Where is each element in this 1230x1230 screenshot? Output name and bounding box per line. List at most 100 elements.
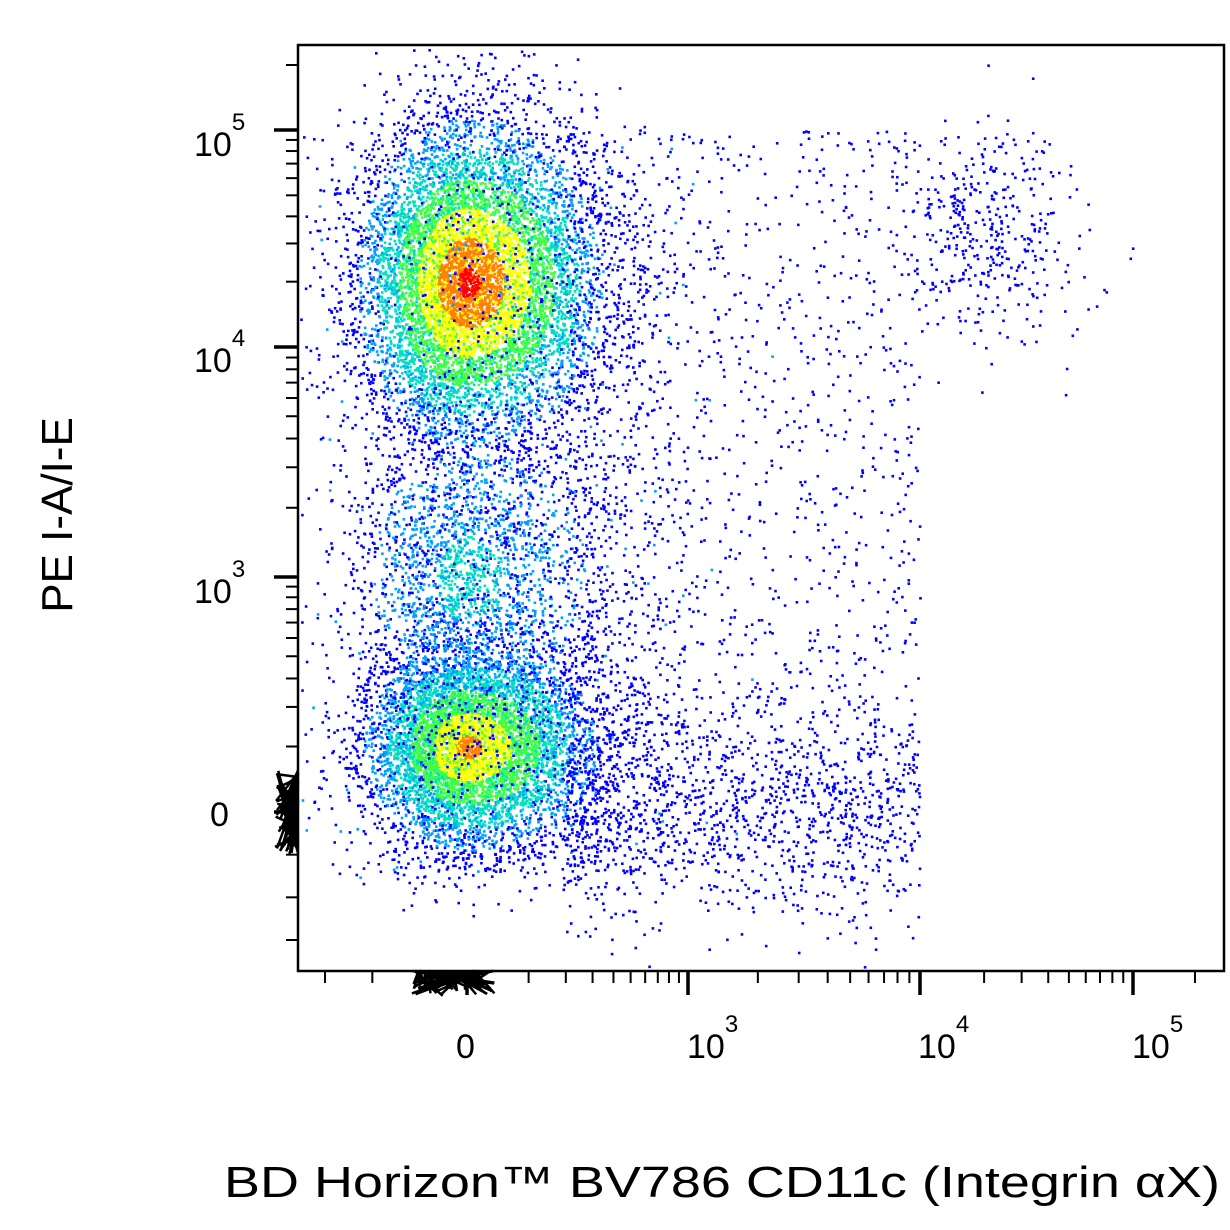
event-dot — [386, 296, 390, 300]
event-dot — [432, 75, 436, 78]
event-dot — [518, 353, 521, 356]
event-dot — [402, 152, 406, 156]
event-dot — [492, 85, 495, 89]
event-dot — [486, 422, 489, 425]
event-dot — [567, 300, 570, 303]
event-dot — [390, 194, 394, 197]
event-dot — [469, 132, 473, 135]
event-dot — [542, 203, 545, 207]
event-dot — [381, 266, 385, 269]
event-dot — [423, 186, 427, 190]
event-dot — [593, 336, 596, 339]
event-dot — [491, 285, 495, 288]
event-dot — [491, 375, 495, 378]
event-dot — [511, 364, 515, 368]
event-dot — [360, 295, 363, 299]
event-dot — [427, 316, 431, 320]
event-dot — [328, 227, 331, 231]
event-dot — [435, 189, 439, 193]
event-dot — [384, 385, 387, 389]
event-dot — [399, 217, 402, 221]
event-dot — [480, 173, 484, 176]
event-dot — [419, 393, 423, 396]
event-dot — [486, 214, 490, 218]
event-dot — [384, 289, 387, 293]
event-dot — [385, 100, 389, 104]
event-dot — [532, 83, 536, 87]
event-dot — [400, 312, 404, 315]
event-dot — [378, 300, 382, 303]
event-dot — [476, 110, 479, 113]
event-dot — [432, 352, 435, 355]
event-dot — [567, 390, 571, 394]
event-dot — [518, 245, 521, 248]
event-dot — [452, 217, 456, 220]
event-dot — [439, 101, 442, 105]
event-dot — [389, 339, 393, 343]
event-dot — [440, 260, 443, 263]
event-dot — [427, 458, 431, 461]
event-dot — [534, 325, 538, 328]
event-dot — [517, 64, 521, 68]
event-dot — [512, 201, 516, 205]
event-dot — [570, 364, 573, 368]
event-dot — [354, 264, 358, 268]
event-dot — [579, 184, 583, 187]
event-dot — [479, 182, 483, 185]
event-dot — [385, 210, 389, 214]
event-dot — [398, 241, 402, 244]
event-dot — [558, 191, 562, 194]
event-dot — [465, 128, 468, 132]
event-dot — [482, 198, 485, 202]
event-dot — [448, 120, 451, 123]
event-dot — [505, 432, 508, 436]
event-dot — [383, 375, 386, 378]
event-dot — [438, 162, 441, 166]
event-dot — [432, 292, 435, 296]
event-dot — [495, 350, 499, 353]
event-dot — [542, 319, 545, 322]
event-dot — [533, 348, 536, 351]
event-dot — [589, 160, 593, 163]
event-dot — [490, 378, 494, 382]
event-dot — [598, 257, 602, 260]
event-dot — [483, 154, 486, 157]
event-dot — [485, 270, 488, 274]
event-dot — [562, 305, 565, 309]
event-dot — [445, 172, 448, 175]
event-dot — [560, 317, 563, 321]
event-dot — [497, 111, 500, 114]
event-dot — [491, 387, 494, 391]
event-dot — [440, 180, 444, 184]
event-dot — [472, 92, 475, 95]
event-dot — [431, 169, 435, 173]
event-dot — [595, 305, 599, 309]
event-dot — [442, 354, 446, 357]
event-dot — [575, 284, 579, 287]
event-dot — [440, 423, 444, 426]
event-dot — [586, 254, 590, 257]
event-dot — [342, 225, 345, 229]
event-dot — [517, 129, 520, 133]
event-dot — [365, 412, 369, 416]
event-dot — [497, 375, 501, 379]
event-dot — [515, 275, 518, 279]
event-dot — [445, 433, 449, 436]
event-dot — [516, 325, 519, 329]
event-dot — [385, 273, 389, 277]
event-dot — [602, 239, 605, 242]
event-dot — [484, 72, 487, 75]
event-dot — [446, 446, 449, 450]
event-dot — [439, 335, 443, 339]
event-dot — [568, 212, 571, 215]
event-dot — [496, 132, 500, 135]
event-dot — [541, 343, 544, 347]
event-dot — [560, 248, 564, 252]
event-dot — [488, 366, 492, 370]
event-dot — [415, 259, 418, 262]
event-dot — [340, 300, 343, 303]
event-dot — [492, 109, 496, 113]
event-dot — [407, 215, 411, 219]
event-dot — [400, 230, 404, 233]
event-dot — [394, 352, 398, 355]
